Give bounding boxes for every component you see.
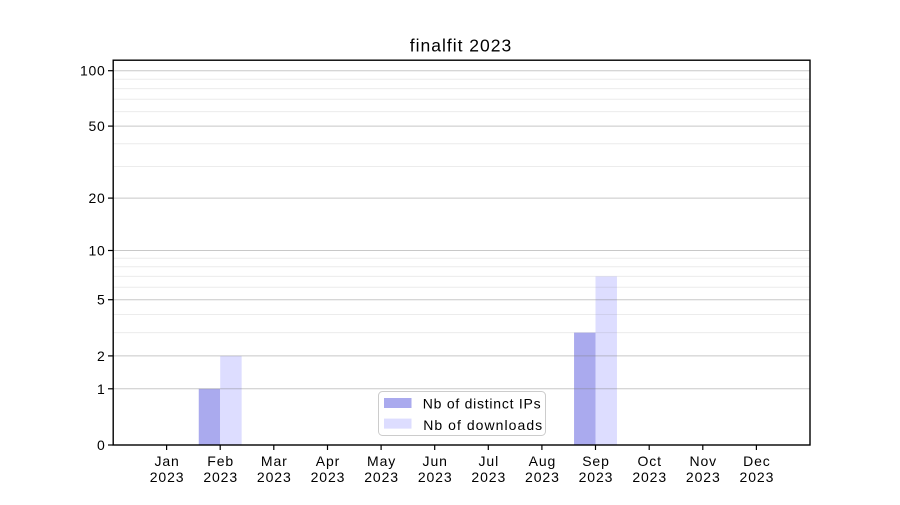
svg-text:Jul: Jul xyxy=(478,453,499,469)
svg-text:Mar: Mar xyxy=(261,453,288,469)
svg-text:1: 1 xyxy=(97,381,106,397)
svg-text:2023: 2023 xyxy=(525,469,560,485)
svg-text:2023: 2023 xyxy=(150,469,185,485)
svg-text:2023: 2023 xyxy=(311,469,346,485)
svg-text:2023: 2023 xyxy=(257,469,292,485)
svg-text:100: 100 xyxy=(80,63,105,79)
svg-text:2023: 2023 xyxy=(203,469,238,485)
svg-text:Nb of downloads: Nb of downloads xyxy=(423,417,543,433)
svg-text:finalfit 2023: finalfit 2023 xyxy=(410,36,513,56)
svg-text:Jun: Jun xyxy=(423,453,448,469)
svg-text:Sep: Sep xyxy=(582,453,610,469)
svg-text:Oct: Oct xyxy=(637,453,661,469)
svg-text:2023: 2023 xyxy=(740,469,775,485)
svg-text:Aug: Aug xyxy=(529,453,557,469)
svg-text:2: 2 xyxy=(97,348,106,364)
svg-text:Apr: Apr xyxy=(316,453,341,469)
svg-text:Nb of distinct IPs: Nb of distinct IPs xyxy=(423,396,542,412)
svg-text:50: 50 xyxy=(89,118,106,134)
svg-text:20: 20 xyxy=(89,190,106,206)
svg-text:2023: 2023 xyxy=(471,469,506,485)
svg-text:5: 5 xyxy=(97,292,106,308)
svg-text:Jan: Jan xyxy=(154,453,179,469)
svg-text:10: 10 xyxy=(89,243,106,259)
svg-text:2023: 2023 xyxy=(686,469,721,485)
svg-text:2023: 2023 xyxy=(632,469,667,485)
svg-text:Nov: Nov xyxy=(689,453,717,469)
svg-text:Feb: Feb xyxy=(207,453,234,469)
svg-text:May: May xyxy=(367,453,396,469)
svg-text:2023: 2023 xyxy=(364,469,399,485)
svg-text:0: 0 xyxy=(97,437,106,453)
svg-text:2023: 2023 xyxy=(579,469,614,485)
svg-text:Dec: Dec xyxy=(743,453,771,469)
svg-text:2023: 2023 xyxy=(418,469,453,485)
